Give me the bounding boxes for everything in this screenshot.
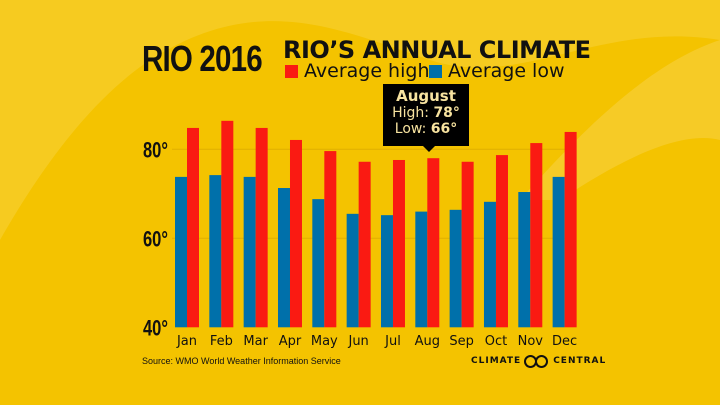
bar-low — [312, 199, 325, 328]
bar-low — [209, 175, 222, 328]
bar-high — [289, 139, 302, 328]
bar-low — [243, 176, 256, 328]
bar-high — [564, 131, 577, 328]
tooltip-month: August — [396, 87, 456, 105]
x-tick-label: Oct — [485, 334, 507, 349]
x-tick-label: Jul — [384, 334, 401, 349]
bar-high — [495, 155, 508, 328]
rings-icon — [524, 355, 550, 368]
bar-low — [449, 209, 462, 328]
x-tick-label: Dec — [552, 334, 577, 349]
legend-item-low: Average low — [429, 60, 565, 82]
x-tick-label: Jun — [347, 334, 368, 349]
x-tick-label: Apr — [279, 334, 302, 349]
x-tick-label: Aug — [415, 334, 440, 349]
bar-high — [392, 159, 405, 328]
tooltip-high-label: High: — [392, 105, 429, 121]
chart-title: RIO’S ANNUAL CLIMATE — [283, 36, 591, 64]
legend-swatch-low — [429, 64, 442, 78]
bar-low — [380, 215, 393, 328]
x-tick-label: Feb — [210, 334, 233, 349]
x-tick-label: Nov — [518, 334, 544, 349]
tooltip-low-value: 66° — [430, 121, 458, 137]
climate-central-logo: CLIMATE CENTRAL — [471, 355, 607, 368]
bar-low — [346, 213, 359, 328]
y-tick-label: 40° — [143, 316, 168, 341]
tooltip-low-label: Low: — [394, 121, 427, 137]
tooltip: August High: 78° Low: 66° — [383, 84, 469, 152]
bar-low — [415, 211, 428, 328]
bar-high — [461, 161, 474, 328]
y-tick-label: 80° — [143, 138, 168, 163]
legend-label-high: Average high — [304, 60, 430, 82]
bar-high — [221, 120, 234, 328]
source-note: Source: WMO World Weather Information Se… — [142, 356, 341, 366]
tooltip-high-value: 78° — [433, 105, 460, 121]
bar-low — [518, 192, 531, 328]
y-tick-label: 60° — [143, 227, 168, 252]
bar-low — [277, 188, 290, 328]
bar-low — [483, 201, 496, 328]
legend-label-low: Average low — [448, 60, 565, 82]
rio-2016-logo: RIO 2016 — [142, 38, 263, 79]
bar-high — [187, 127, 199, 328]
bar-low — [552, 176, 565, 328]
brand-right: CENTRAL — [553, 356, 607, 366]
bar-low — [175, 176, 187, 328]
x-tick-label: May — [311, 334, 338, 349]
legend-swatch-high — [285, 64, 298, 78]
bar-high — [358, 161, 371, 328]
x-tick-label: Jan — [176, 334, 197, 349]
legend-item-high: Average high — [285, 60, 430, 82]
bar-high — [530, 143, 543, 328]
brand-left: CLIMATE — [471, 356, 522, 366]
bar-high — [255, 127, 268, 328]
x-tick-label: Sep — [449, 334, 474, 349]
bar-high — [427, 158, 440, 328]
bar-high — [324, 151, 337, 328]
x-tick-label: Mar — [243, 334, 268, 349]
